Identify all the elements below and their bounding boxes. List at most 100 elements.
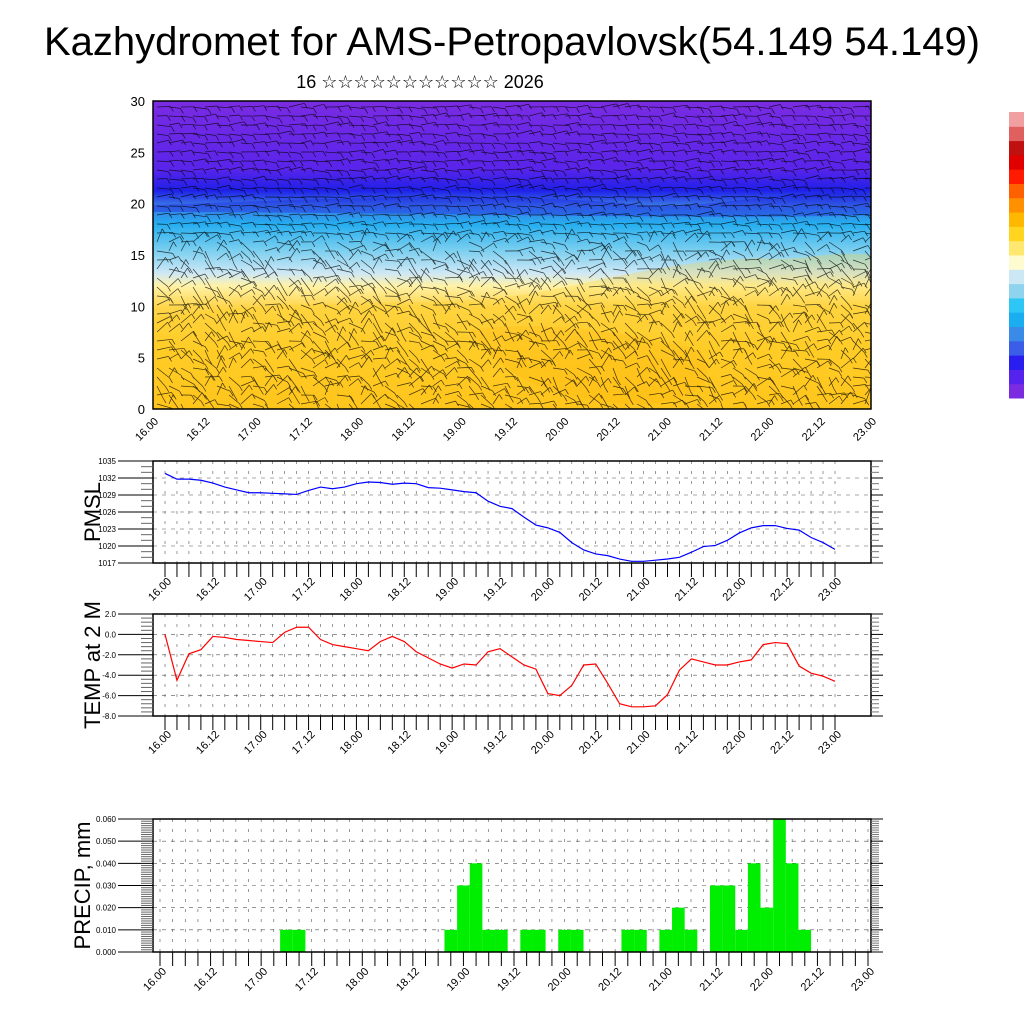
wind-barb-flag (470, 266, 475, 272)
wind-barb-flag (339, 382, 344, 388)
wind-barb-flag (581, 249, 586, 255)
wind-barb-flag (392, 329, 397, 336)
wind-barb-flag (215, 114, 220, 120)
wind-barb-flag (480, 366, 484, 372)
wind-barb (624, 313, 639, 317)
x-tick-label: 18.00 (338, 729, 366, 757)
wind-barb-flag (771, 108, 776, 114)
wind-barb-flag (302, 342, 306, 348)
wind-barb-flag (711, 153, 715, 160)
wind-barb-flag (804, 306, 809, 312)
wind-barb-flag (297, 279, 302, 286)
wind-barb (360, 268, 371, 275)
wind-barb-flag (849, 313, 854, 319)
wind-barb (252, 295, 263, 308)
wind-barb-flag (395, 289, 400, 295)
wind-barb (864, 160, 871, 162)
wind-barb (456, 340, 472, 343)
x-tick-label: 18.00 (338, 416, 366, 444)
wind-barb-flag (180, 206, 184, 212)
wind-barb (684, 286, 695, 299)
wind-barb (792, 274, 808, 279)
wind-barb (816, 212, 833, 216)
wind-barb-flag (288, 142, 292, 149)
wind-barb-flag (740, 298, 745, 304)
wind-barb-flag (398, 140, 403, 146)
y-tick-label: -8.0 (102, 712, 116, 721)
wind-barb-flag (494, 153, 499, 160)
wind-barb-flag (864, 231, 868, 237)
wind-barb (408, 241, 417, 252)
wind-barb-flag (292, 188, 296, 194)
wind-barb (528, 160, 543, 164)
wind-barb-flag (378, 257, 383, 263)
wind-barb (816, 344, 829, 351)
wind-barb (852, 105, 869, 108)
wind-barb (564, 379, 574, 387)
wind-barb-flag (251, 265, 256, 272)
wind-barb (528, 391, 541, 396)
wind-barb (564, 250, 577, 258)
wind-barb-flag (592, 176, 596, 183)
wind-barb-flag (706, 230, 711, 237)
wind-barb (204, 259, 213, 273)
wind-barb-flag (507, 124, 512, 130)
wind-barb-flag (627, 289, 631, 296)
wind-barb (192, 187, 205, 190)
wind-barb-flag (406, 233, 411, 239)
wind-barb-flag (385, 235, 390, 241)
wind-barb-flag (702, 314, 707, 320)
wind-barb-flag (444, 280, 448, 286)
wind-barb (588, 376, 598, 383)
wind-barb-flag (709, 195, 714, 202)
wind-barb-flag (552, 134, 557, 140)
wind-barb (156, 392, 172, 396)
wind-barb-flag (437, 393, 442, 399)
wind-barb (168, 256, 179, 261)
wind-barb-flag (818, 383, 822, 389)
wind-barb-flag (541, 198, 545, 204)
wind-barb (240, 187, 256, 189)
wind-barb (324, 178, 341, 181)
wind-barb (588, 331, 596, 346)
wind-barb (552, 331, 564, 344)
wind-barb (528, 184, 543, 189)
wind-barb-flag (347, 305, 352, 312)
wind-barb-flag (722, 124, 727, 130)
wind-barb (864, 287, 871, 297)
wind-barb-flag (190, 358, 194, 364)
wind-barb (708, 385, 714, 398)
wind-barb-flag (537, 397, 542, 403)
wind-barb-flag (276, 149, 281, 156)
wind-barb-flag (587, 105, 592, 111)
wind-barb-flag (726, 249, 730, 255)
wind-barb (672, 313, 682, 324)
wind-barb-flag (646, 167, 651, 173)
wind-barb-flag (826, 244, 831, 250)
wind-barb (444, 105, 458, 108)
wind-barb (468, 106, 481, 109)
wind-barb (420, 268, 430, 278)
wind-barb (588, 322, 599, 335)
wind-barb (528, 341, 536, 351)
wind-barb (624, 362, 637, 369)
wind-barb (372, 357, 387, 360)
wind-barb-flag (786, 287, 790, 293)
wind-barb-flag (565, 233, 569, 239)
wind-barb (564, 401, 580, 405)
wind-barb (432, 133, 446, 137)
wind-barb (396, 232, 412, 236)
wind-barb-flag (775, 305, 780, 311)
wind-barb-flag (238, 385, 243, 391)
wind-barb (408, 187, 422, 190)
wind-barb-flag (693, 298, 698, 304)
wind-barb (636, 314, 646, 324)
wind-barb-flag (325, 232, 330, 239)
wind-barb-flag (636, 196, 640, 203)
wind-barb-flag (814, 116, 819, 122)
wind-barb-flag (793, 161, 798, 168)
wind-barb-flag (622, 352, 627, 358)
wind-barb-flag (823, 309, 828, 316)
wind-barb (756, 394, 768, 403)
wind-barb-flag (777, 251, 782, 257)
